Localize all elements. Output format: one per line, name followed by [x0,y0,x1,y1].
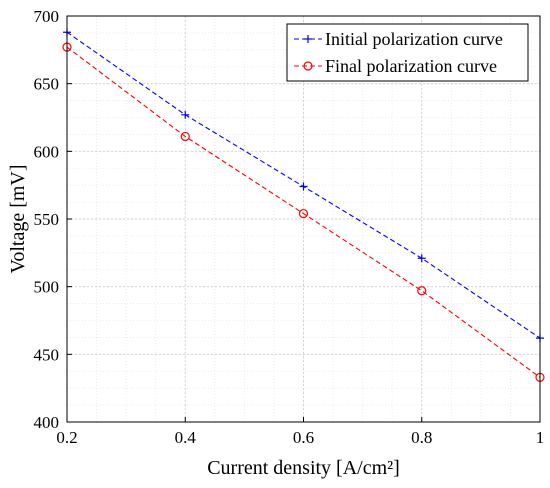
x-axis-label: Current density [A/cm²] [207,457,400,479]
y-tick-label: 500 [34,278,60,297]
final-polarization-line [66,46,541,378]
x-tick-label: 0.6 [293,428,314,447]
plot-frame [66,15,541,423]
x-tick-labels: 0.2 0.4 0.6 0.8 1 [56,428,544,447]
y-tick-label: 450 [34,345,60,364]
legend: Initial polarization curve Final polariz… [286,23,529,82]
legend-label-initial: Initial polarization curve [325,29,503,49]
initial-polarization-point [299,182,308,191]
legend-marker-initial [304,35,312,43]
initial-polarization-point [181,110,190,119]
legend-marker-final [303,61,313,71]
legend-box [286,23,529,82]
y-tick-label: 550 [34,210,60,229]
y-tick-label: 600 [34,142,60,161]
legend-label-final: Final polarization curve [325,56,497,76]
y-tick-label: 650 [34,75,60,94]
y-tick-label: 400 [34,413,60,432]
final-polarization-point [298,208,309,219]
y-axis-label: Voltage [mV] [7,164,29,273]
y-tick-labels: 400 450 500 550 600 650 700 [34,7,60,432]
x-tick-label: 0.2 [56,428,77,447]
x-tick-label: 0.8 [411,428,432,447]
final-polarization-point [180,131,190,142]
x-tick-label: 1 [536,428,545,447]
x-tick-label: 0.4 [175,428,197,447]
y-tick-label: 700 [34,7,60,26]
initial-polarization-point [417,254,426,263]
final-polarization-point [417,286,427,296]
